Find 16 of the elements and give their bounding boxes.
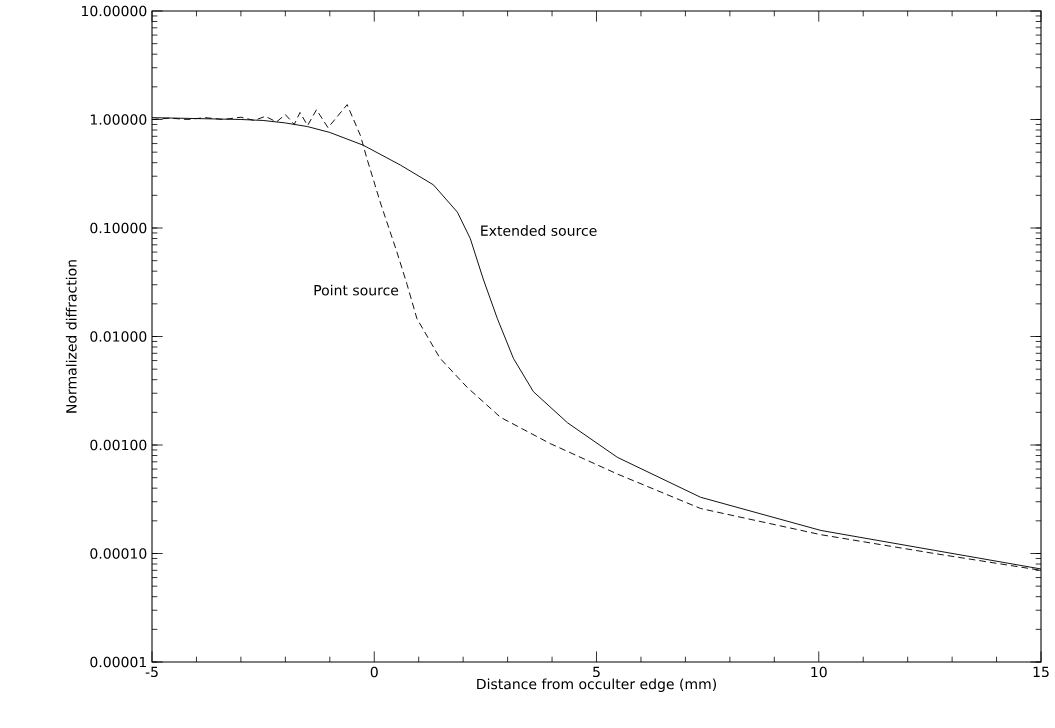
y-tick-label: 0.00100 bbox=[90, 439, 147, 451]
x-tick-label: 0 bbox=[370, 666, 378, 678]
series-label: Extended source bbox=[481, 225, 597, 236]
y-tick-label: 0.10000 bbox=[90, 222, 147, 234]
series-label: Point source bbox=[314, 284, 399, 296]
x-axis-title: Distance from occulter edge (mm) bbox=[477, 678, 716, 692]
y-axis-title: Normalized diffraction bbox=[65, 260, 77, 413]
x-tick-label: -5 bbox=[145, 666, 158, 678]
y-tick-label: 10.00000 bbox=[82, 5, 147, 17]
y-tick-label: 0.00001 bbox=[90, 656, 146, 668]
y-tick-label: 0.01000 bbox=[90, 331, 147, 342]
x-tick-label: 15 bbox=[1033, 666, 1049, 678]
x-tick-label: 10 bbox=[811, 666, 827, 678]
x-tick-label: 5 bbox=[593, 666, 600, 678]
y-tick-label: 0.00010 bbox=[90, 548, 147, 559]
y-tick-label: 1.00000 bbox=[90, 114, 147, 125]
